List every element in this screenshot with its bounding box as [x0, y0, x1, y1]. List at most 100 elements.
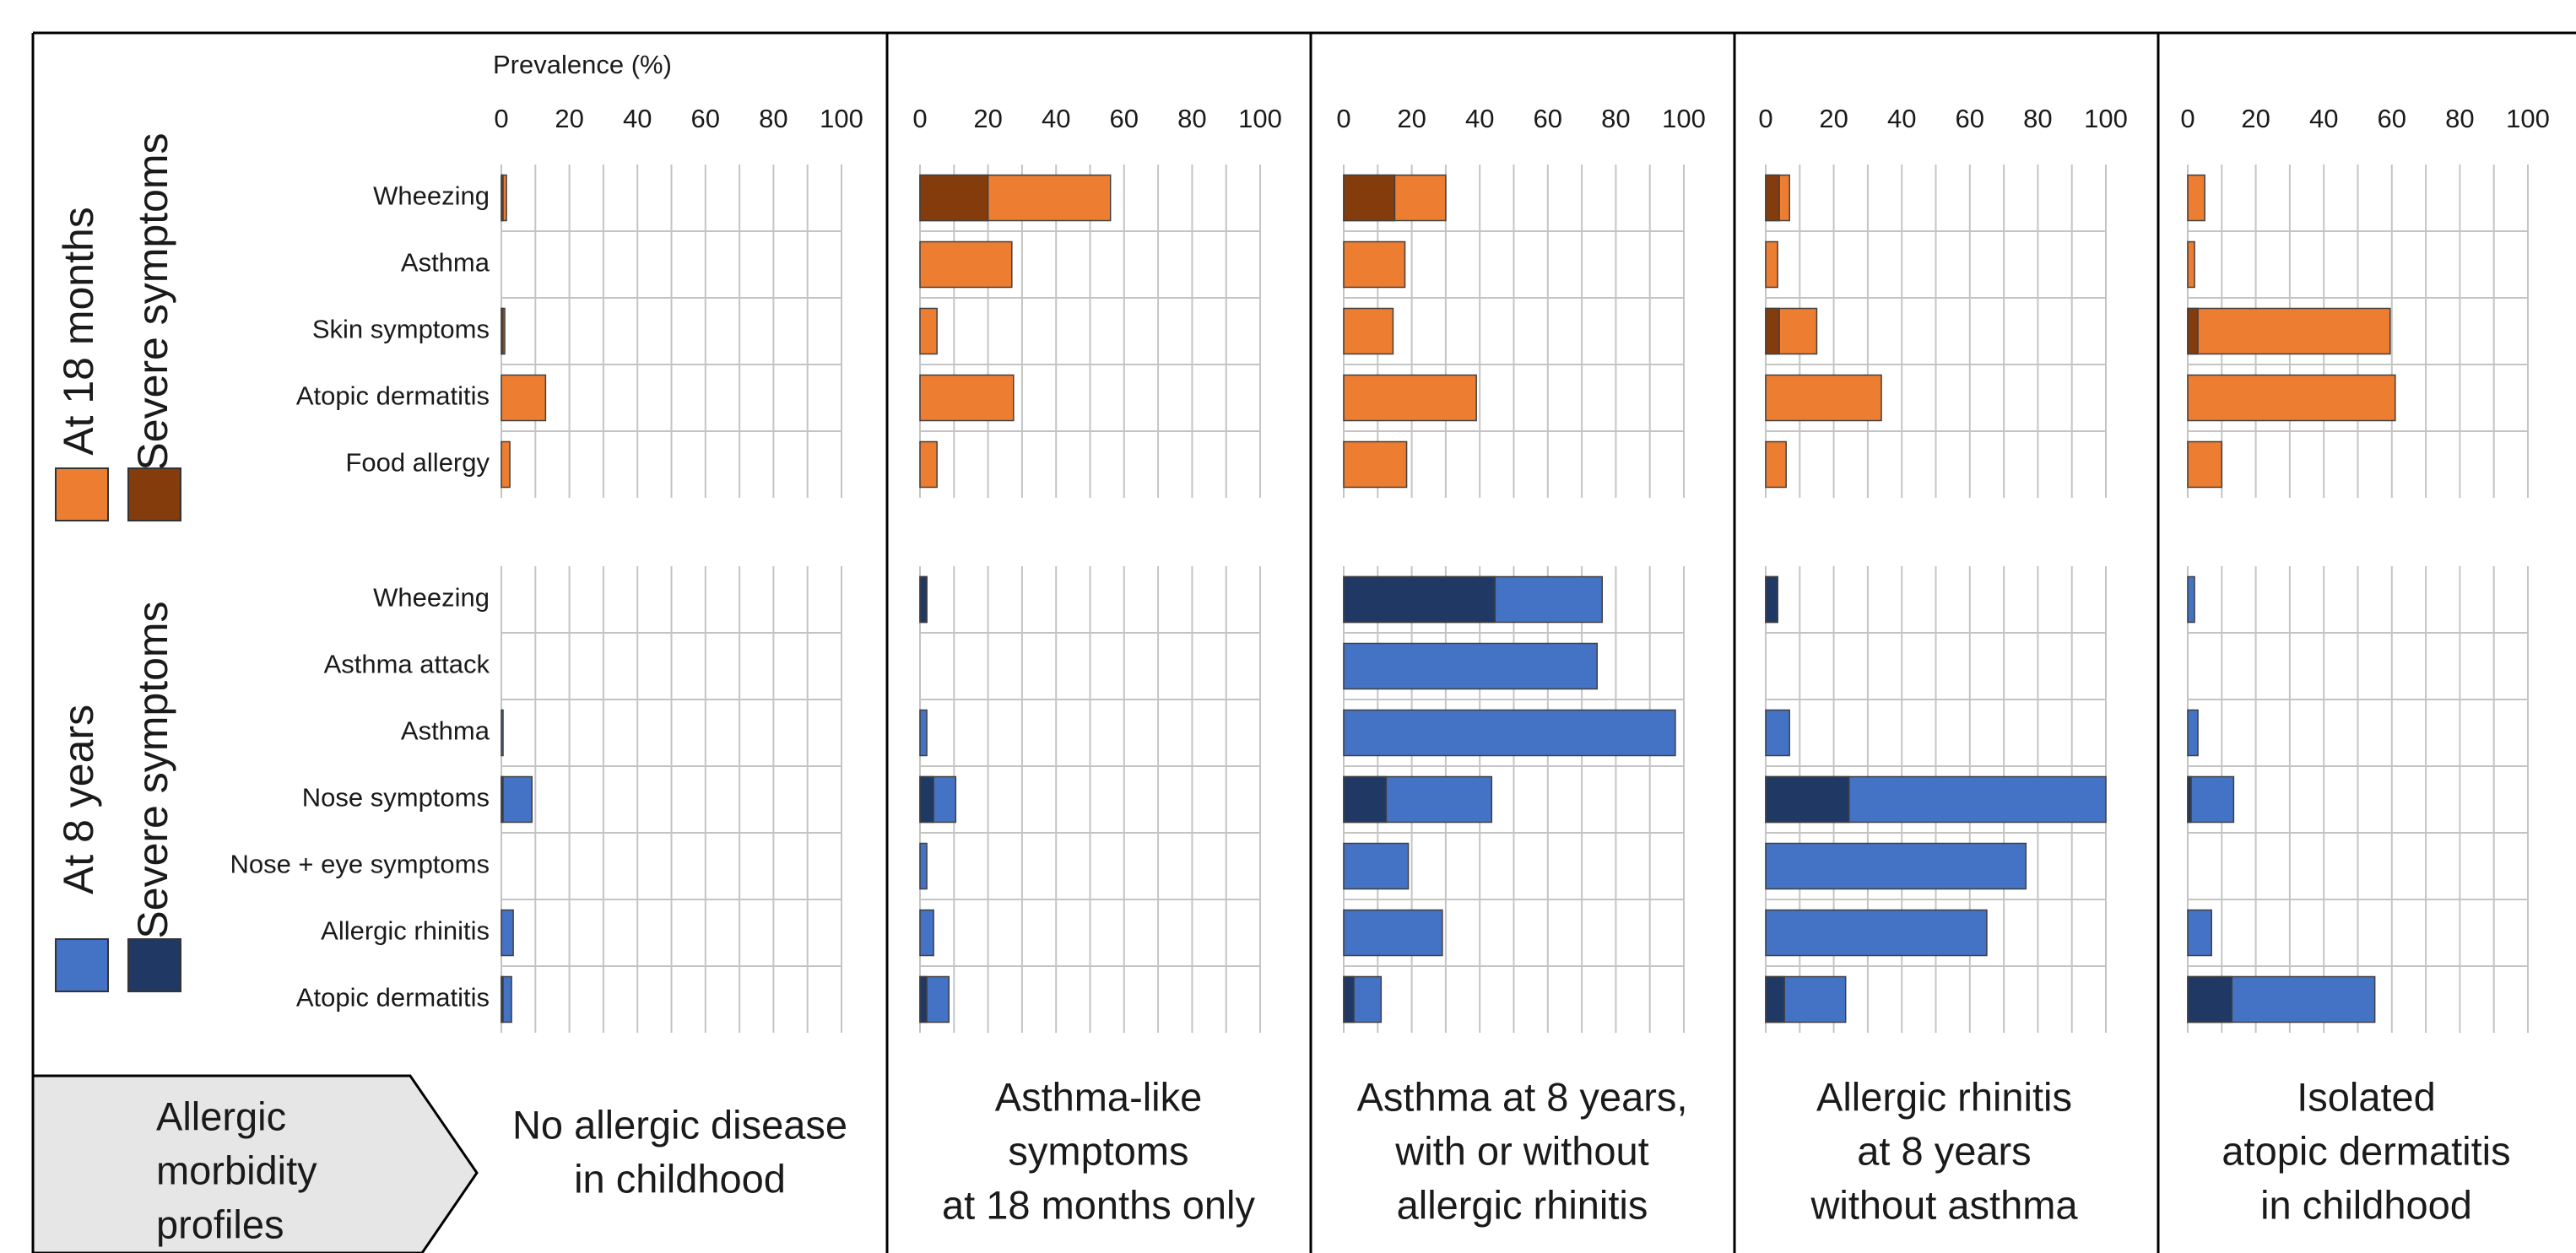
- bar: [919, 842, 928, 890]
- bar-severe: [919, 575, 928, 624]
- x-tick-label: 0: [2180, 104, 2194, 133]
- x-tick-label: 100: [1662, 104, 1706, 133]
- bar: [1765, 240, 1778, 289]
- profile-name: in childhood: [2260, 1182, 2472, 1227]
- x-tick-label: 60: [1534, 104, 1562, 133]
- legend-swatch-severe: [127, 938, 181, 992]
- bar-severe: [2187, 775, 2192, 824]
- bar-severe: [1765, 775, 1850, 824]
- bar-severe: [501, 775, 504, 824]
- x-tick-label: 40: [1042, 104, 1070, 133]
- bar-severe: [1343, 975, 1355, 1023]
- profile-name: at 18 months only: [942, 1182, 1255, 1227]
- category-label: Asthma attack: [324, 650, 490, 679]
- x-tick-label: 20: [2241, 104, 2270, 133]
- x-tick-label: 40: [2309, 104, 2338, 133]
- x-tick-label: 80: [2023, 104, 2052, 133]
- bar: [1343, 307, 1394, 355]
- bar: [919, 307, 938, 355]
- profile-name: Isolated: [2297, 1074, 2436, 1119]
- bar: [2187, 709, 2199, 757]
- category-label: Atopic dermatitis: [296, 381, 490, 411]
- group-label: At 8 years: [55, 705, 102, 894]
- profiles-label: morbidity: [156, 1148, 317, 1192]
- bar: [2187, 307, 2391, 355]
- bar: [2187, 775, 2235, 824]
- bar: [1343, 642, 1598, 690]
- bar-severe: [919, 174, 989, 222]
- bar: [919, 709, 928, 757]
- legend-swatch: [55, 938, 109, 992]
- x-tick-label: 40: [623, 104, 652, 133]
- x-tick-label: 60: [691, 104, 720, 133]
- bar-severe: [919, 975, 928, 1023]
- severe-label: Severe symptoms: [129, 601, 176, 938]
- bar: [501, 775, 533, 824]
- bar: [1765, 440, 1787, 489]
- bar: [2187, 174, 2205, 222]
- bar: [919, 374, 1015, 422]
- x-tick-label: 80: [759, 104, 787, 133]
- category-label: Nose + eye symptoms: [230, 850, 490, 879]
- profile-name: in childhood: [574, 1156, 786, 1201]
- x-tick-label: 20: [1819, 104, 1848, 133]
- x-tick-label: 80: [1601, 104, 1630, 133]
- category-label: Food allergy: [345, 448, 490, 478]
- bar: [1765, 709, 1790, 757]
- bar-severe: [2187, 307, 2199, 355]
- bar: [501, 440, 511, 489]
- bar-severe: [1343, 575, 1496, 624]
- category-label: Allergic rhinitis: [321, 916, 490, 946]
- profile-name: Allergic rhinitis: [1816, 1074, 2072, 1119]
- x-tick-label: 0: [494, 104, 508, 133]
- bar: [2187, 374, 2396, 422]
- bar: [1343, 440, 1408, 489]
- x-tick-label: 60: [1110, 104, 1139, 133]
- profiles-label: profiles: [156, 1202, 284, 1246]
- legend-swatch: [55, 467, 109, 521]
- bar: [919, 240, 1013, 289]
- bar-severe: [1765, 307, 1780, 355]
- bar: [1343, 709, 1676, 757]
- x-tick-label: 0: [1758, 104, 1772, 133]
- bar-severe: [501, 307, 504, 355]
- x-tick-label: 40: [1465, 104, 1494, 133]
- profile-name: atopic dermatitis: [2222, 1128, 2510, 1173]
- x-tick-label: 0: [1336, 104, 1350, 133]
- bar-severe: [919, 775, 934, 824]
- profile-name: Asthma-like: [995, 1074, 1203, 1119]
- bar-severe: [1343, 775, 1388, 824]
- bar-severe: [501, 975, 504, 1023]
- bar: [919, 909, 934, 957]
- category-label: Wheezing: [373, 181, 490, 211]
- x-tick-label: 20: [973, 104, 1002, 133]
- x-tick-label: 100: [2506, 104, 2550, 133]
- bar-severe: [1765, 174, 1780, 222]
- bar: [1343, 240, 1406, 289]
- x-tick-label: 0: [912, 104, 927, 133]
- category-label: Nose symptoms: [302, 783, 490, 813]
- bar-severe: [1343, 174, 1396, 222]
- profile-name: at 8 years: [1857, 1128, 2031, 1173]
- legend-swatch-severe: [127, 467, 181, 521]
- bar: [501, 374, 547, 422]
- bar-severe: [1765, 575, 1778, 624]
- bar-severe: [2187, 975, 2233, 1023]
- x-tick-label: 60: [2378, 104, 2406, 133]
- category-label: Asthma: [401, 248, 490, 278]
- bar: [501, 909, 514, 957]
- x-tick-label: 80: [2445, 104, 2474, 133]
- bar: [501, 709, 504, 757]
- x-tick-label: 100: [820, 104, 863, 133]
- group-label: At 18 months: [55, 207, 102, 456]
- x-tick-label: 100: [2084, 104, 2128, 133]
- category-label: Asthma: [401, 716, 490, 746]
- bar: [2187, 240, 2195, 289]
- profile-name: No allergic disease: [512, 1102, 847, 1147]
- bar: [1765, 909, 1988, 957]
- x-tick-label: 100: [1238, 104, 1282, 133]
- profiles-arrow: [31, 1074, 479, 1253]
- x-axis-label: Prevalence (%): [493, 50, 672, 79]
